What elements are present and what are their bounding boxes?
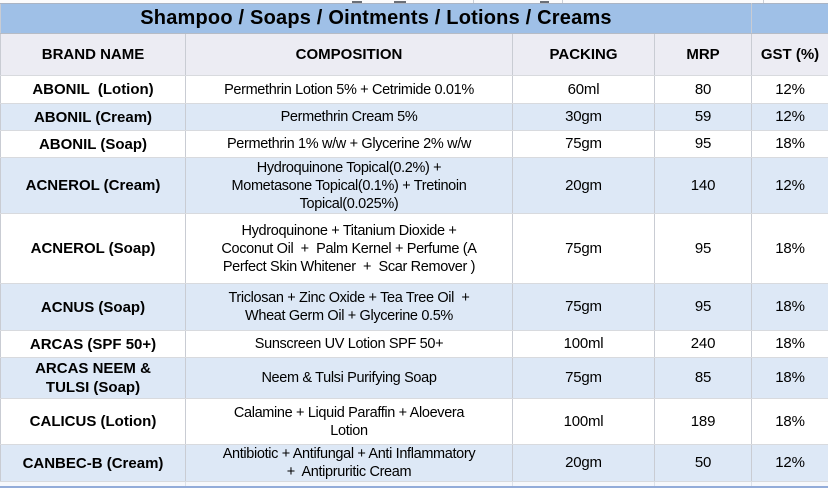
table-body: ABONIL (Lotion) Permethrin Lotion 5% + Ce… [0, 75, 828, 482]
gridline-stub [751, 482, 752, 486]
table-row: CALICUS (Lotion) Calamine + Liquid Paraff… [0, 398, 828, 445]
mrp-cell: 50 [654, 444, 752, 482]
composition-cell: Hydroquinone Topical(0.2%) + Mometasone … [185, 157, 513, 214]
header-row: BRAND NAME COMPOSITION PACKING MRP GST (… [0, 33, 828, 76]
gst-cell: 18% [751, 357, 828, 399]
mrp-cell: 240 [654, 330, 752, 358]
packing-cell: 100ml [512, 330, 655, 358]
packing-cell: 20gm [512, 157, 655, 214]
column-header-packing: PACKING [512, 33, 655, 76]
bottom-pad [0, 482, 828, 486]
mrp-cell: 189 [654, 398, 752, 445]
price-table: Shampoo / Soaps / Ointments / Lotions / … [0, 3, 828, 482]
table-row: ARCAS (SPF 50+) Sunscreen UV Lotion SPF 5… [0, 330, 828, 358]
remnant-mark [394, 1, 406, 3]
gst-cell: 18% [751, 398, 828, 445]
composition-cell: Permethrin Lotion 5% + Cetrimide 0.01% [185, 75, 513, 104]
packing-cell: 75gm [512, 213, 655, 284]
gst-cell: 12% [751, 157, 828, 214]
table-title: Shampoo / Soaps / Ointments / Lotions / … [0, 3, 752, 34]
packing-cell: 75gm [512, 283, 655, 331]
gridline-stub [654, 482, 655, 486]
gst-cell: 12% [751, 444, 828, 482]
table-row: CANBEC-B (Cream) Antibiotic + Antifungal … [0, 444, 828, 482]
mrp-cell: 95 [654, 283, 752, 331]
brand-cell: ABONIL (Cream) [0, 103, 186, 131]
mrp-cell: 59 [654, 103, 752, 131]
title-spacer-cell [751, 3, 828, 34]
table-row: ABONIL (Lotion) Permethrin Lotion 5% + Ce… [0, 75, 828, 104]
column-header-composition: COMPOSITION [185, 33, 513, 76]
table-row: ACNEROL (Cream) Hydroquinone Topical(0.2%… [0, 157, 828, 214]
mrp-cell: 95 [654, 213, 752, 284]
bottom-strip [0, 482, 828, 488]
gst-cell: 18% [751, 283, 828, 331]
bottom-blue-line [0, 486, 828, 488]
remnant-gridline [562, 0, 563, 3]
brand-cell: ACNEROL (Soap) [0, 213, 186, 284]
table-row: ARCAS NEEM & TULSI (Soap) Neem & Tulsi Pu… [0, 357, 828, 399]
remnant-mark [352, 1, 362, 3]
gst-cell: 12% [751, 103, 828, 131]
brand-cell: CANBEC-B (Cream) [0, 444, 186, 482]
packing-cell: 75gm [512, 130, 655, 158]
composition-cell: Neem & Tulsi Purifying Soap [185, 357, 513, 399]
table-row: ABONIL (Cream) Permethrin Cream 5% 30gm 59 1… [0, 103, 828, 131]
brand-cell: ARCAS (SPF 50+) [0, 330, 186, 358]
mrp-cell: 85 [654, 357, 752, 399]
mrp-cell: 95 [654, 130, 752, 158]
packing-cell: 60ml [512, 75, 655, 104]
remnant-gridline [473, 0, 474, 3]
mrp-cell: 80 [654, 75, 752, 104]
top-row-remnant [0, 0, 828, 3]
packing-cell: 100ml [512, 398, 655, 445]
gst-cell: 18% [751, 213, 828, 284]
composition-cell: Triclosan + Zinc Oxide + Tea Tree Oil + … [185, 283, 513, 331]
brand-cell: ACNUS (Soap) [0, 283, 186, 331]
composition-cell: Antibiotic + Antifungal + Anti Inflammat… [185, 444, 513, 482]
composition-cell: Hydroquinone + Titanium Dioxide + Coconu… [185, 213, 513, 284]
gridline-stub [512, 482, 513, 486]
composition-cell: Permethrin Cream 5% [185, 103, 513, 131]
remnant-mark [540, 1, 549, 3]
column-header-gst: GST (%) [751, 33, 828, 76]
mrp-cell: 140 [654, 157, 752, 214]
brand-cell: ACNEROL (Cream) [0, 157, 186, 214]
gst-cell: 18% [751, 130, 828, 158]
table-row: ACNEROL (Soap) Hydroquinone + Titanium Di… [0, 213, 828, 284]
gst-cell: 18% [751, 330, 828, 358]
composition-cell: Calamine + Liquid Paraffin + Aloevera Lo… [185, 398, 513, 445]
composition-cell: Sunscreen UV Lotion SPF 50+ [185, 330, 513, 358]
remnant-gridline [763, 0, 764, 3]
composition-cell: Permethrin 1% w/w + Glycerine 2% w/w [185, 130, 513, 158]
brand-cell: ARCAS NEEM & TULSI (Soap) [0, 357, 186, 399]
column-header-mrp: MRP [654, 33, 752, 76]
title-row: Shampoo / Soaps / Ointments / Lotions / … [0, 3, 828, 34]
brand-cell: CALICUS (Lotion) [0, 398, 186, 445]
brand-cell: ABONIL (Soap) [0, 130, 186, 158]
table-row: ACNUS (Soap) Triclosan + Zinc Oxide + Tea… [0, 283, 828, 331]
gridline-stub [185, 482, 186, 486]
brand-cell: ABONIL (Lotion) [0, 75, 186, 104]
table-row: ABONIL (Soap) Permethrin 1% w/w + Glyceri… [0, 130, 828, 158]
packing-cell: 30gm [512, 103, 655, 131]
column-header-brand-name: BRAND NAME [0, 33, 186, 76]
packing-cell: 20gm [512, 444, 655, 482]
gst-cell: 12% [751, 75, 828, 104]
packing-cell: 75gm [512, 357, 655, 399]
